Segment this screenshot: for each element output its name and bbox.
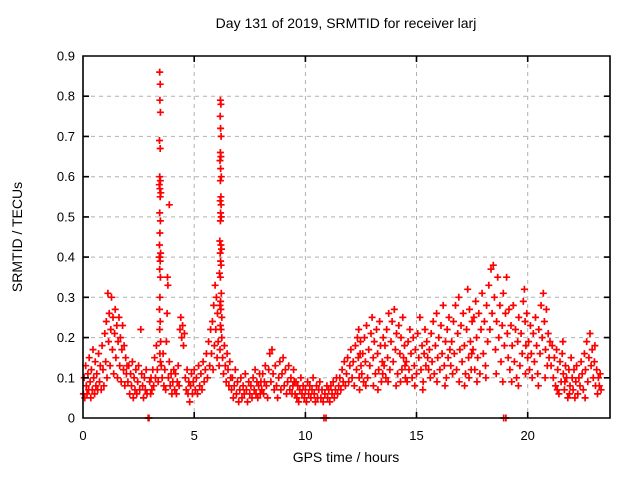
y-tick-label: 0.4 xyxy=(57,250,75,265)
y-tick-label: 0 xyxy=(68,411,75,426)
x-tick-label: 20 xyxy=(520,428,534,443)
y-tick-label: 0.7 xyxy=(57,129,75,144)
x-tick-label: 5 xyxy=(191,428,198,443)
y-tick-label: 0.3 xyxy=(57,290,75,305)
data-point-markers xyxy=(79,68,605,422)
y-tick-label: 0.1 xyxy=(57,370,75,385)
tick-labels: 0 5 10 15 20 0 0.1 0.2 0.3 0.4 0.5 0.6 0.7 0.8 0.9 xyxy=(57,49,535,444)
y-tick-label: 0.8 xyxy=(57,89,75,104)
y-axis-label: SRMTID / TECUs xyxy=(9,182,25,292)
y-tick-label: 0.5 xyxy=(57,209,75,224)
x-tick-label: 10 xyxy=(298,428,312,443)
scatter-points xyxy=(79,68,605,422)
frame-path xyxy=(82,55,611,419)
plot-frame xyxy=(82,55,611,419)
x-tick-label: 15 xyxy=(409,428,423,443)
y-tick-label: 0.2 xyxy=(57,330,75,345)
y-tick-label: 0.9 xyxy=(57,49,75,64)
x-axis-label: GPS time / hours xyxy=(293,449,400,465)
x-tick-label: 0 xyxy=(79,428,86,443)
chart-title: Day 131 of 2019, SRMTID for receiver lar… xyxy=(216,15,477,31)
y-tick-label: 0.6 xyxy=(57,169,75,184)
